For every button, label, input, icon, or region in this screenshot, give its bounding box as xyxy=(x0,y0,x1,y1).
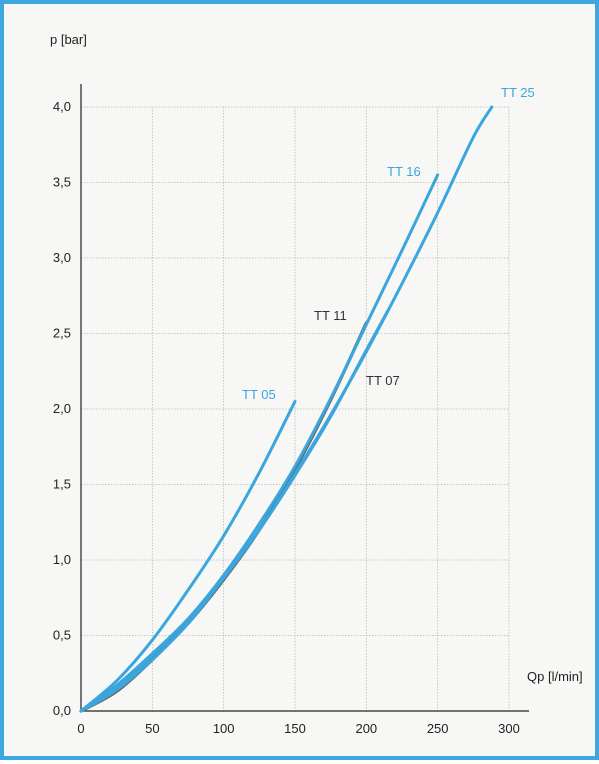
x-axis-title: Qp [l/min] xyxy=(527,669,583,684)
series-label-tt-11: TT 11 xyxy=(314,308,347,323)
y-tick-label: 2,0 xyxy=(53,401,71,416)
chart: 0 50 100 150 200 250 300 0,0 0,5 1,0 1,5 2,0 2,5 3,0 3… xyxy=(50,32,583,736)
series-labels: TT 05 TT 07 TT 11 TT 16 TT 25 xyxy=(242,85,535,402)
series-label-tt-25: TT 25 xyxy=(501,85,535,100)
y-tick-label: 0,5 xyxy=(53,628,71,643)
grid xyxy=(81,106,510,711)
y-tick-label: 4,0 xyxy=(53,99,71,114)
x-tick-label: 300 xyxy=(498,721,520,736)
x-tick-label: 50 xyxy=(145,721,159,736)
y-tick-label: 0,0 xyxy=(53,703,71,718)
x-tick-label: 0 xyxy=(77,721,84,736)
x-tick-label: 150 xyxy=(284,721,306,736)
axes: 0 50 100 150 200 250 300 0,0 0,5 1,0 1,5 2,0 2,5 3,0 3… xyxy=(53,84,529,736)
series-line-tt-16 xyxy=(79,173,440,713)
x-tick-label: 200 xyxy=(355,721,377,736)
series-line-tt-07 xyxy=(79,309,390,713)
y-axis-title: p [bar] xyxy=(50,32,87,47)
series-line-tt-05 xyxy=(79,399,297,713)
series-label-tt-07: TT 07 xyxy=(366,373,400,388)
y-tick-label: 1,0 xyxy=(53,552,71,567)
series-line-tt-25 xyxy=(79,105,494,713)
x-tick-label: 100 xyxy=(213,721,235,736)
series-label-tt-16: TT 16 xyxy=(387,164,421,179)
series-label-tt-05: TT 05 xyxy=(242,387,276,402)
x-tick-label: 250 xyxy=(427,721,449,736)
y-tick-label: 3,0 xyxy=(53,250,71,265)
y-tick-label: 3,5 xyxy=(53,175,71,190)
y-tick-label: 1,5 xyxy=(53,477,71,492)
y-tick-label: 2,5 xyxy=(53,326,71,341)
series-lines xyxy=(79,105,494,713)
